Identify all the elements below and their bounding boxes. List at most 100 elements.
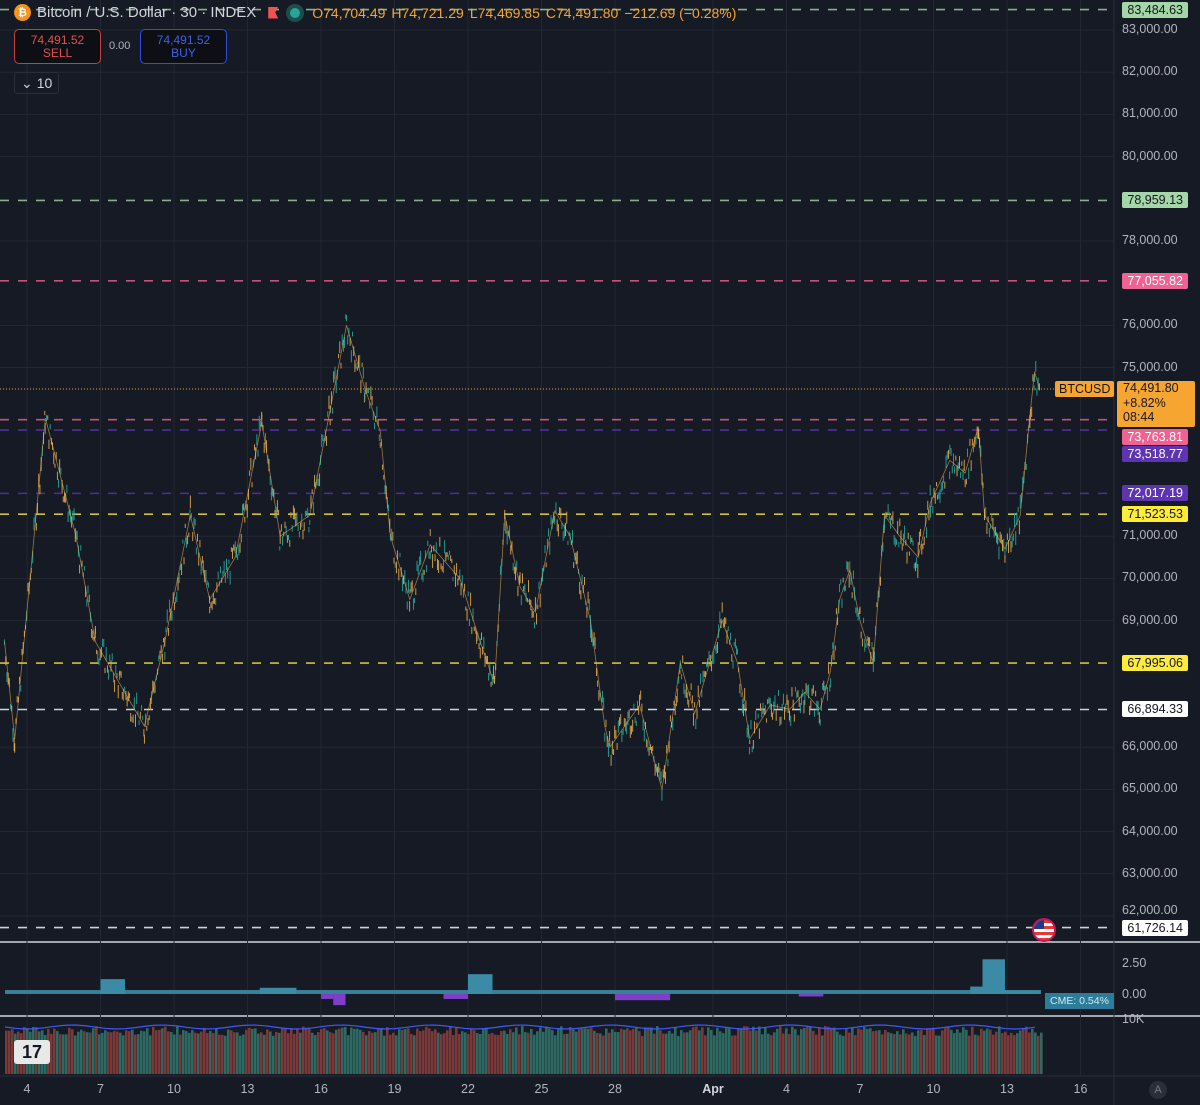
volume-bar	[5, 1030, 8, 1074]
volume-bar	[140, 1030, 143, 1074]
volume-bar	[383, 1035, 386, 1074]
symbol-title[interactable]: Bitcoin / U.S. Dollar · 30 · INDEX	[37, 4, 257, 21]
volume-bar	[266, 1029, 269, 1074]
volume-bar	[656, 1026, 659, 1074]
indicator-bar	[970, 986, 983, 994]
volume-bar	[446, 1030, 449, 1074]
level-price-label[interactable]: 73,763.81	[1122, 429, 1188, 445]
indicator-bar	[982, 959, 1005, 994]
volume-bar	[245, 1029, 248, 1074]
volume-bar	[626, 1028, 629, 1074]
volume-bar	[551, 1030, 554, 1074]
ohlc-low: L74,469.85	[469, 4, 540, 21]
level-price-label[interactable]: 66,894.33	[1122, 701, 1188, 718]
volume-bar	[176, 1026, 179, 1074]
buy-label: BUY	[171, 45, 196, 60]
volume-bar	[77, 1031, 80, 1074]
indicators-collapse-button[interactable]: ⌄ 10	[14, 72, 60, 94]
volume-bar	[1001, 1033, 1004, 1074]
volume-bar	[89, 1032, 92, 1074]
us-flag-event-icon[interactable]	[1032, 918, 1056, 942]
volume-bar	[491, 1032, 494, 1074]
buy-price: 74,491.52	[156, 32, 211, 47]
volume-bar	[827, 1026, 830, 1074]
volume-bar	[182, 1030, 185, 1074]
date-tick-label: 4	[23, 1082, 31, 1096]
date-tick-label: 13	[1000, 1082, 1014, 1096]
ohlc-change: −212.69 (−0.28%)	[624, 4, 737, 21]
volume-bar	[929, 1028, 932, 1074]
volume-bar	[62, 1034, 65, 1074]
volume-bar	[857, 1028, 860, 1074]
level-price-label[interactable]: 67,995.06	[1122, 655, 1188, 672]
level-price-label[interactable]: 83,484.63	[1122, 1, 1188, 18]
volume-bar	[557, 1028, 560, 1074]
volume-bar	[1007, 1035, 1010, 1074]
volume-bar	[926, 1028, 929, 1074]
date-tick-label: 19	[387, 1082, 402, 1096]
indicator-tick: 0.00	[1122, 987, 1147, 1001]
volume-bar	[485, 1027, 488, 1074]
volume-bar	[959, 1032, 962, 1074]
level-price-label[interactable]: 78,959.13	[1122, 192, 1188, 209]
tradingview-logo[interactable]: 17	[14, 1040, 50, 1064]
level-price-label[interactable]: 72,017.19	[1122, 485, 1188, 502]
volume-bar	[851, 1027, 854, 1074]
volume-bar	[677, 1035, 680, 1074]
volume-bar	[488, 1033, 491, 1074]
volume-bar	[953, 1033, 956, 1074]
volume-bar	[458, 1034, 461, 1074]
volume-bar	[548, 1028, 551, 1074]
volume-bar	[596, 1032, 599, 1074]
volume-bar	[146, 1028, 149, 1074]
volume-bar	[971, 1026, 974, 1074]
volume-bar	[554, 1035, 557, 1074]
volume-bar	[461, 1031, 464, 1074]
auto-scale-button[interactable]: A	[1149, 1081, 1167, 1099]
volume-bar	[719, 1031, 722, 1074]
volume-bar	[11, 1029, 14, 1074]
date-tick-label: 4	[783, 1082, 790, 1096]
bar-countdown: 08:44	[1123, 410, 1155, 424]
volume-bar	[413, 1035, 416, 1074]
indicator-bar	[333, 994, 346, 1006]
indicator-baseline-area	[5, 990, 1041, 994]
price-tick-label: 81,000.00	[1122, 106, 1178, 121]
volume-bar	[632, 1028, 635, 1074]
price-tick-label: 71,000.00	[1122, 528, 1178, 543]
buy-button[interactable]: 74,491.52 BUY	[140, 29, 227, 64]
market-status-icon[interactable]	[290, 7, 301, 18]
volume-bar	[110, 1032, 113, 1074]
volume-bar	[980, 1028, 983, 1074]
indicator-bar	[259, 987, 297, 994]
volume-bar	[728, 1028, 731, 1074]
volume-bar	[212, 1032, 215, 1074]
volume-bar	[845, 1028, 848, 1074]
volume-bar	[443, 1033, 446, 1074]
volume-bar	[950, 1029, 953, 1074]
flag-icon[interactable]	[268, 6, 279, 19]
volume-bar	[707, 1027, 710, 1074]
volume-bar	[521, 1026, 524, 1074]
volume-bar	[284, 1027, 287, 1074]
volume-bar	[164, 1026, 167, 1074]
volume-bar	[794, 1029, 797, 1074]
volume-bar	[680, 1030, 683, 1074]
volume-bar	[767, 1033, 770, 1074]
volume-bar	[923, 1035, 926, 1074]
sell-button[interactable]: 74,491.52 SELL	[14, 29, 101, 64]
volume-bar	[686, 1032, 689, 1074]
volume-bar	[890, 1033, 893, 1074]
volume-bar	[542, 1031, 545, 1074]
volume-bar	[503, 1030, 506, 1074]
level-price-label[interactable]: 77,055.82	[1122, 272, 1188, 289]
level-price-label[interactable]: 61,726.14	[1122, 919, 1188, 936]
volume-bar	[776, 1028, 779, 1074]
volume-bar	[812, 1031, 815, 1074]
level-price-label[interactable]: 71,523.53	[1122, 506, 1188, 523]
volume-bar	[194, 1032, 197, 1074]
level-price-label[interactable]: 73,518.77	[1122, 446, 1188, 462]
volume-bar	[362, 1031, 365, 1074]
volume-ma-line	[4, 1024, 1036, 1030]
